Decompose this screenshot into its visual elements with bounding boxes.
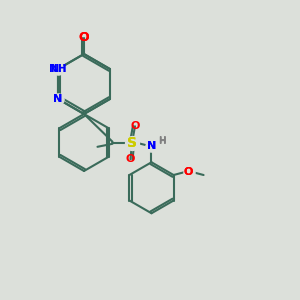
- Text: O: O: [130, 121, 140, 131]
- Text: H: H: [158, 137, 166, 146]
- Text: O: O: [184, 167, 193, 177]
- Text: O: O: [79, 31, 89, 44]
- Text: O: O: [79, 31, 89, 44]
- Text: NH: NH: [49, 64, 67, 74]
- Text: N: N: [53, 94, 63, 104]
- Text: N: N: [147, 141, 156, 151]
- Text: NH: NH: [50, 64, 66, 74]
- Text: H: H: [158, 136, 166, 145]
- Text: N: N: [147, 141, 156, 151]
- Text: O: O: [126, 154, 135, 164]
- Text: S: S: [127, 136, 137, 150]
- Text: S: S: [127, 136, 137, 150]
- Text: N: N: [53, 94, 63, 104]
- Text: O: O: [184, 167, 193, 177]
